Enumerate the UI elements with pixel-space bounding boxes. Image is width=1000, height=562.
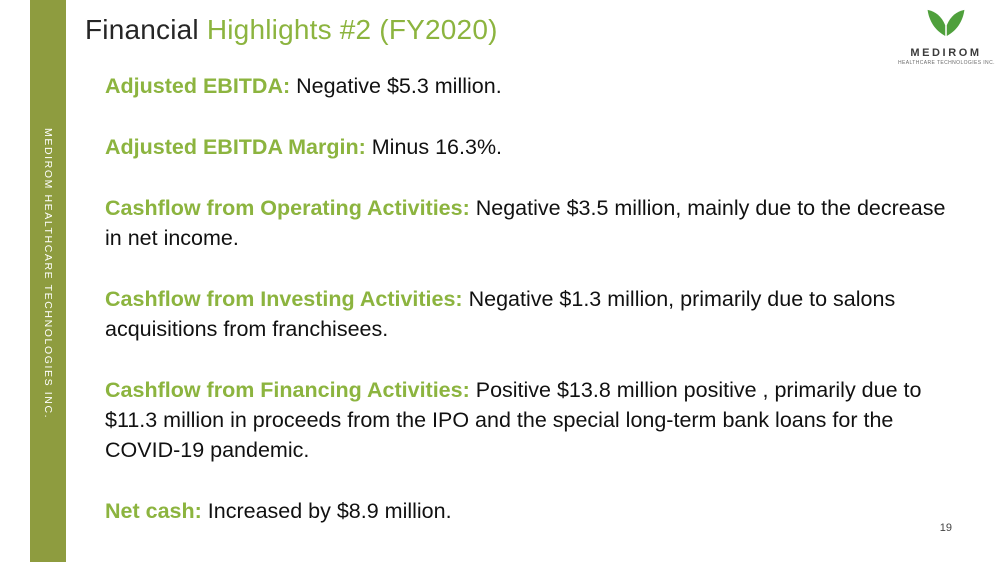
bullet-cashflow-financing: Cashflow from Financing Activities: Posi… (105, 375, 963, 465)
slide-title: Financial Highlights #2 (FY2020) (85, 14, 498, 46)
logo-company-name: MEDIROM (910, 47, 982, 59)
slide-body: Adjusted EBITDA: Negative $5.3 million. … (105, 71, 963, 557)
bullet-cashflow-operating: Cashflow from Operating Activities: Nega… (105, 193, 963, 253)
bullet-adjusted-ebitda-margin: Adjusted EBITDA Margin: Minus 16.3%. (105, 132, 963, 162)
bullet-label: Cashflow from Investing Activities: (105, 287, 463, 311)
bullet-text: Minus 16.3%. (365, 135, 503, 159)
bullet-label: Cashflow from Operating Activities: (105, 196, 470, 220)
bullet-adjusted-ebitda: Adjusted EBITDA: Negative $5.3 million. (105, 71, 963, 101)
bullet-label: Net cash: (105, 499, 202, 523)
bullet-label: Cashflow from Financing Activities: (105, 378, 470, 402)
bullet-net-cash: Net cash: Increased by $8.9 million. (105, 496, 963, 526)
bullet-text: Negative $5.3 million. (290, 74, 502, 98)
sidebar-band: MEDIROM HEALTHCARE TECHNOLOGIES INC. (30, 0, 66, 562)
bullet-text: Positive $13.8 million positive , primar… (105, 378, 922, 462)
bullet-text: Increased by $8.9 million. (201, 499, 452, 523)
bullet-label: Adjusted EBITDA Margin: (105, 135, 366, 159)
company-logo: MEDIROM HEALTHCARE TECHNOLOGIES INC. (898, 8, 994, 66)
medirom-leaf-icon (923, 9, 969, 45)
slide-title-black-part: Financial (85, 14, 207, 45)
page-number: 19 (939, 522, 952, 534)
slide-title-green-part: Highlights #2 (FY2020) (206, 14, 498, 45)
logo-company-subtitle: HEALTHCARE TECHNOLOGIES INC. (898, 60, 995, 66)
bullet-label: Adjusted EBITDA: (105, 74, 291, 98)
sidebar-company-name: MEDIROM HEALTHCARE TECHNOLOGIES INC. (42, 128, 54, 420)
bullet-text: Negative $3.5 million, mainly due to the… (105, 196, 946, 250)
bullet-text: Negative $1.3 million, primarily due to … (105, 287, 896, 341)
bullet-cashflow-investing: Cashflow from Investing Activities: Nega… (105, 284, 963, 344)
